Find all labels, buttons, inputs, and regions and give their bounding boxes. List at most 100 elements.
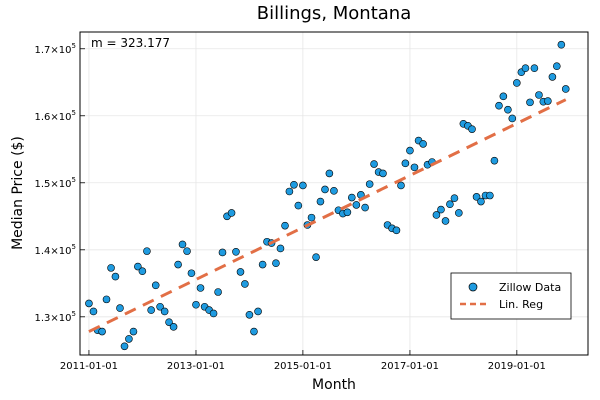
legend-marker-zillow <box>468 282 478 292</box>
data-point <box>218 248 227 257</box>
data-point <box>107 264 115 272</box>
y-tick-exponent: 5 <box>72 176 76 184</box>
data-point <box>254 307 262 316</box>
y-tick-base: 1.4×10 <box>35 246 72 257</box>
data-point <box>89 307 98 316</box>
data-point <box>187 269 196 278</box>
data-point <box>410 163 419 172</box>
slope-annotation: m = 323.177 <box>91 36 170 50</box>
y-tick-exponent: 5 <box>72 42 76 50</box>
data-point <box>102 295 111 304</box>
data-point <box>370 160 378 168</box>
data-point <box>151 281 160 290</box>
data-point <box>379 169 387 178</box>
legend-box <box>450 272 572 320</box>
data-point <box>245 310 254 319</box>
data-point <box>352 201 361 209</box>
y-tick-exponent: 5 <box>72 243 76 251</box>
data-point <box>98 327 106 336</box>
x-tick-label: 2011-01-01 <box>60 361 118 372</box>
legend-label-zillow: Zillow Data <box>499 281 561 294</box>
data-point <box>165 318 173 326</box>
data-point <box>111 272 120 281</box>
x-tick-label: 2019-01-01 <box>488 361 546 372</box>
data-point <box>441 217 450 225</box>
data-point <box>406 146 414 155</box>
data-point <box>236 268 245 276</box>
data-point <box>553 62 561 70</box>
data-point <box>419 140 427 148</box>
data-point <box>343 208 352 217</box>
data-point <box>486 191 494 200</box>
data-point <box>321 185 329 194</box>
data-point <box>521 64 530 72</box>
x-tick-label: 2013-01-01 <box>167 361 225 372</box>
data-point <box>129 327 138 336</box>
y-tick-label: 1.7×105 <box>35 42 76 56</box>
data-point <box>508 114 517 123</box>
data-point <box>209 309 218 318</box>
data-point <box>241 280 249 288</box>
data-point <box>499 92 508 101</box>
data-point <box>299 181 307 190</box>
data-point <box>361 203 369 212</box>
plot-frame <box>79 31 589 356</box>
data-point <box>397 181 405 190</box>
data-point <box>138 267 147 276</box>
data-point <box>446 200 454 209</box>
data-point <box>156 302 164 311</box>
regression-line <box>88 98 567 333</box>
data-point <box>544 97 552 105</box>
x-axis-label: Month <box>312 377 356 393</box>
x-tick-label: 2015-01-01 <box>274 361 332 372</box>
data-point <box>281 221 289 230</box>
data-point <box>504 105 512 114</box>
legend-label-linreg: Lin. Reg <box>499 298 543 311</box>
data-point <box>468 125 476 133</box>
data-point <box>214 288 222 296</box>
data-point <box>472 193 481 201</box>
y-tick-label: 1.6×105 <box>35 109 76 123</box>
data-point <box>401 159 410 168</box>
data-point <box>530 64 539 72</box>
y-tick-label: 1.5×105 <box>35 176 76 190</box>
data-point <box>290 180 298 189</box>
data-point <box>561 85 570 93</box>
data-point <box>392 226 401 235</box>
y-tick-exponent: 5 <box>72 310 76 318</box>
y-tick-label: 1.4×105 <box>35 243 76 257</box>
data-point <box>285 187 294 196</box>
data-point <box>125 335 133 343</box>
data-point <box>134 262 142 271</box>
data-point <box>147 306 155 314</box>
data-point <box>548 73 557 81</box>
data-point <box>513 79 521 87</box>
data-point <box>120 342 129 351</box>
chart-title: Billings, Montana <box>257 3 412 24</box>
ticks: 2011-01-01 2013-01-01 2015-01-01 2017-01-01… <box>35 42 546 372</box>
data-point <box>490 156 499 165</box>
data-point <box>196 284 205 292</box>
data-point <box>307 213 316 222</box>
data-point <box>116 304 124 312</box>
data-point <box>316 197 325 206</box>
grid <box>80 32 588 355</box>
data-point <box>272 259 280 267</box>
data-point <box>432 211 441 219</box>
y-tick-label: 1.3×105 <box>35 310 76 324</box>
data-point <box>250 327 258 336</box>
data-point <box>365 180 374 188</box>
y-tick-base: 1.7×10 <box>35 45 72 56</box>
legend: Zillow Data Lin. Reg <box>450 272 572 320</box>
y-tick-base: 1.6×10 <box>35 112 72 123</box>
data-point <box>276 244 285 253</box>
data-point <box>557 40 566 49</box>
data-point <box>258 260 267 269</box>
y-axis-label: Median Price ($) <box>10 136 26 250</box>
y-tick-base: 1.5×10 <box>35 179 72 190</box>
data-point <box>455 209 463 217</box>
data-point <box>450 194 459 202</box>
data-point <box>325 169 334 178</box>
data-point <box>526 98 534 107</box>
